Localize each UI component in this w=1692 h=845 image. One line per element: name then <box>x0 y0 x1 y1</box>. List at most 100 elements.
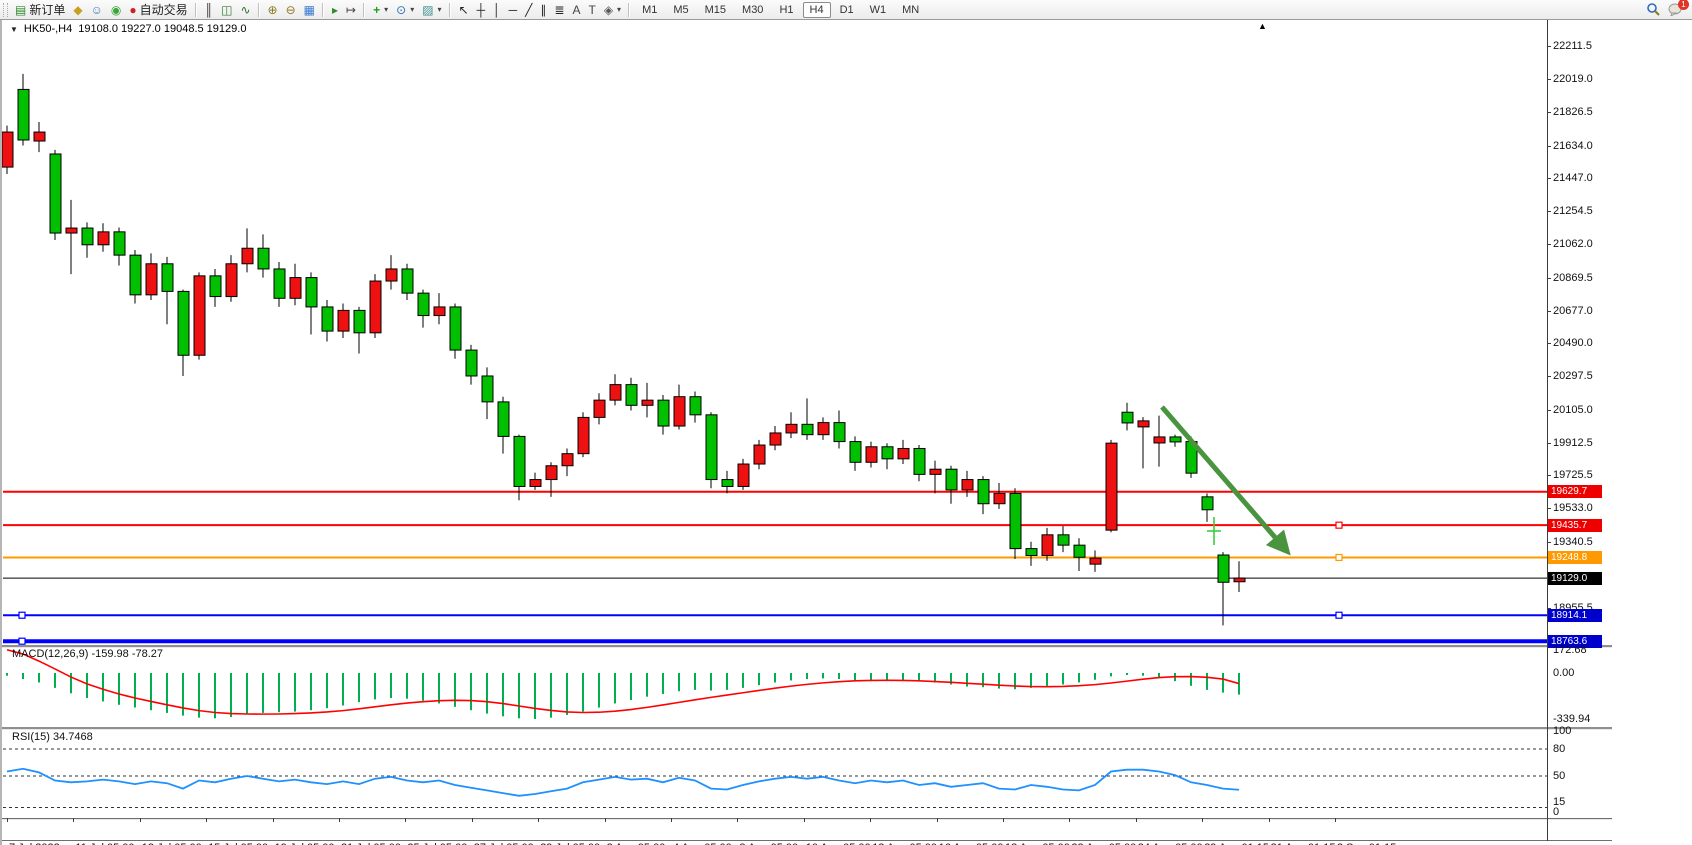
zoom-out-icon[interactable]: ⊖ <box>282 3 300 17</box>
shapes-icon[interactable]: ◈ ▾ <box>600 3 625 17</box>
candle-body <box>97 231 110 246</box>
price-tick <box>1547 211 1551 213</box>
timeframe-group: M1 M5 M15 M30 H1 H4 D1 W1 MN <box>634 0 927 19</box>
time-tick <box>737 818 739 822</box>
zoom-in-icon[interactable]: ⊕ <box>264 3 282 17</box>
price-tick-label: 21062.0 <box>1553 238 1593 251</box>
candlestick-icon[interactable]: ◫ <box>217 3 236 17</box>
period-icon[interactable]: ⊙ ▾ <box>392 3 418 17</box>
line-handle[interactable] <box>1335 611 1343 619</box>
time-tick-label: 27 Jul 05:00 <box>474 842 534 845</box>
price-tick <box>1547 310 1551 312</box>
signal-icon[interactable]: ◉ <box>107 3 125 17</box>
candle-body <box>241 247 254 265</box>
candle-body <box>65 227 78 234</box>
rsi-scale-label: 15 <box>1553 796 1566 808</box>
line-handle[interactable] <box>1335 521 1343 529</box>
template-icon[interactable]: ▨ ▾ <box>418 3 445 17</box>
candle-body <box>1121 411 1134 424</box>
candle-body <box>225 263 238 298</box>
tile-windows-icon[interactable]: ▦ <box>300 3 319 17</box>
bucket-icon[interactable]: ◆ <box>69 3 86 17</box>
timeframe-button-mn[interactable]: MN <box>902 3 920 16</box>
auto-scroll-icon[interactable]: ▸ <box>328 3 342 17</box>
line-handle[interactable] <box>1335 553 1343 562</box>
trendline-icon[interactable]: ╱ <box>521 3 536 17</box>
main-price-pane <box>2 73 1547 645</box>
candle-body <box>1089 557 1102 565</box>
candle-body <box>449 306 462 351</box>
candle-body <box>257 247 270 270</box>
line-chart-icon[interactable]: ∿ <box>236 3 254 17</box>
candlestick-icon: ◫ <box>221 2 233 17</box>
macd-pane <box>6 648 1240 720</box>
price-tick-label: 20677.0 <box>1553 304 1593 317</box>
toolbar-group: ↖ ┼ │ ─ ╱ ∥ ≣ A T ◈ ▾ <box>455 0 626 19</box>
line-handle[interactable] <box>18 611 26 619</box>
timeframe-button-m1[interactable]: M1 <box>642 3 658 16</box>
candle-body <box>881 446 894 460</box>
rsi-scale-label: 50 <box>1553 770 1566 782</box>
scroll-marker-icon[interactable]: ▲ <box>1258 21 1267 31</box>
time-tick-label: 11 Jul 05:00 <box>75 842 134 845</box>
chart-shift-icon[interactable]: ↦ <box>342 3 360 17</box>
timeframe-button-m30[interactable]: M30 <box>742 3 764 16</box>
hline-icon[interactable]: ─ <box>505 3 522 17</box>
symbol-dropdown-icon[interactable]: ▼ <box>10 24 18 34</box>
timeframe-button-w1[interactable]: W1 <box>869 3 887 16</box>
time-tick-label: 29 Jul 05:00 <box>540 842 600 845</box>
candle-body <box>721 479 734 487</box>
axis-splitter <box>2 818 1612 820</box>
time-tick-label: 7 Jul 2022 <box>9 842 60 845</box>
time-tick <box>7 818 8 822</box>
cursor-icon[interactable]: ↖ <box>455 3 473 17</box>
crosshair-icon[interactable]: ┼ <box>473 3 490 17</box>
timeframe-button-m15[interactable]: M15 <box>704 3 727 16</box>
label-icon: T <box>588 2 596 17</box>
notification-badge: 1 <box>1678 0 1689 10</box>
autotrading-button-label: 自动交易 <box>139 3 188 17</box>
candle-body <box>577 416 590 455</box>
timeframe-button-h4[interactable]: H4 <box>802 1 831 18</box>
price-tick <box>1547 508 1551 510</box>
timeframe-button-m5[interactable]: M5 <box>673 3 689 16</box>
price-tick-label: 22019.0 <box>1553 73 1593 86</box>
line-handle[interactable] <box>18 637 26 645</box>
indicators-icon[interactable]: + ▾ <box>369 3 392 17</box>
bar-chart-icon[interactable]: ║ <box>201 3 218 17</box>
time-tick <box>1335 818 1336 822</box>
crosshair-icon: ┼ <box>476 2 486 17</box>
fibonacci-icon[interactable]: ≣ <box>550 3 568 17</box>
time-tick-label: 16 Aug 05:00 <box>939 842 1004 845</box>
pane-splitter[interactable] <box>2 727 1612 730</box>
trend-arrow[interactable] <box>1160 405 1291 556</box>
autotrading-button[interactable]: ● 自动交易 <box>125 0 191 19</box>
time-tick <box>405 818 407 822</box>
candle-body <box>1025 548 1038 557</box>
time-tick-label: 2 Sep 01:15 <box>1337 842 1396 845</box>
search-icon[interactable] <box>1647 3 1660 16</box>
rsi-line <box>6 767 1240 797</box>
candle-body <box>177 290 190 356</box>
text-icon: A <box>572 2 581 17</box>
candle-body <box>1137 420 1150 428</box>
label-icon[interactable]: T <box>584 3 599 17</box>
dropdown-arrow-icon: ▾ <box>410 5 415 14</box>
candle-body <box>465 349 478 377</box>
candle-body <box>401 268 414 294</box>
time-tick-label: 13 Jul 05:00 <box>142 842 202 845</box>
vline-icon[interactable]: │ <box>489 3 505 17</box>
toolbar-grip <box>3 2 8 17</box>
chat-icon[interactable]: 1 <box>1668 0 1689 18</box>
timeframe-button-d1[interactable]: D1 <box>839 3 854 16</box>
equidistant-channel-icon[interactable]: ∥ <box>536 3 550 17</box>
new-order-button[interactable]: ▤ 新订单 <box>11 0 69 19</box>
time-tick-label: 22 Aug 05:00 <box>1071 842 1136 845</box>
timeframe-button-h1[interactable]: H1 <box>779 3 794 16</box>
macd-scale-label: -339.94 <box>1553 713 1591 725</box>
toolbar-group: ▤ 新订单 ◆ ☺ ◉ ● 自动交易 <box>11 0 192 19</box>
profile-icon[interactable]: ☺ <box>87 3 107 17</box>
text-icon[interactable]: A <box>568 3 584 17</box>
equidistant-channel-icon: ∥ <box>540 2 547 17</box>
pane-splitter[interactable] <box>2 645 1612 648</box>
